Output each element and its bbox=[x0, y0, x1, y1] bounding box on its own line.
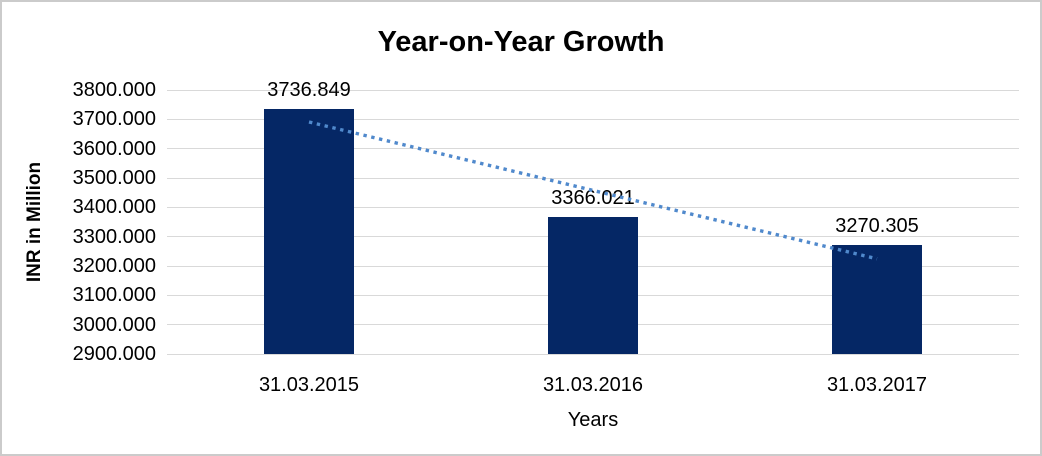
bar-value-label: 3270.305 bbox=[835, 215, 919, 238]
gridline bbox=[167, 118, 1019, 120]
bar-value-label: 3366.021 bbox=[551, 187, 635, 210]
bar-value-label: 3736.849 bbox=[267, 78, 351, 101]
gridline bbox=[167, 89, 1019, 91]
y-axis-tick-label: 2900.000 bbox=[72, 343, 156, 365]
chart-title: Year-on-Year Growth bbox=[377, 26, 665, 58]
y-axis-tick-label: 3800.000 bbox=[72, 79, 156, 101]
y-axis-tick-label: 3400.000 bbox=[72, 196, 156, 219]
bar-31.03.2017 bbox=[832, 245, 922, 354]
x-axis-tick-label: 31.03.2015 bbox=[258, 374, 360, 396]
y-axis-tick-label: 3600.000 bbox=[72, 137, 156, 160]
y-axis-tick-label: 3000.000 bbox=[72, 313, 156, 336]
y-axis-tick-label: 3300.000 bbox=[72, 225, 156, 248]
x-axis-title: Years bbox=[567, 409, 619, 431]
bar-31.03.2015 bbox=[264, 108, 354, 354]
x-axis-tick-label: 31.03.2016 bbox=[542, 374, 644, 396]
y-axis-tick-label: 3700.000 bbox=[72, 108, 156, 131]
y-axis-tick-label: 3200.000 bbox=[72, 255, 156, 277]
gridline bbox=[167, 353, 1019, 355]
y-axis-tick-label: 3500.000 bbox=[72, 167, 156, 189]
x-axis-tick-label: 31.03.2017 bbox=[826, 374, 928, 396]
bar-31.03.2016 bbox=[548, 217, 638, 354]
y-axis-tick-label: 3100.000 bbox=[72, 284, 156, 307]
